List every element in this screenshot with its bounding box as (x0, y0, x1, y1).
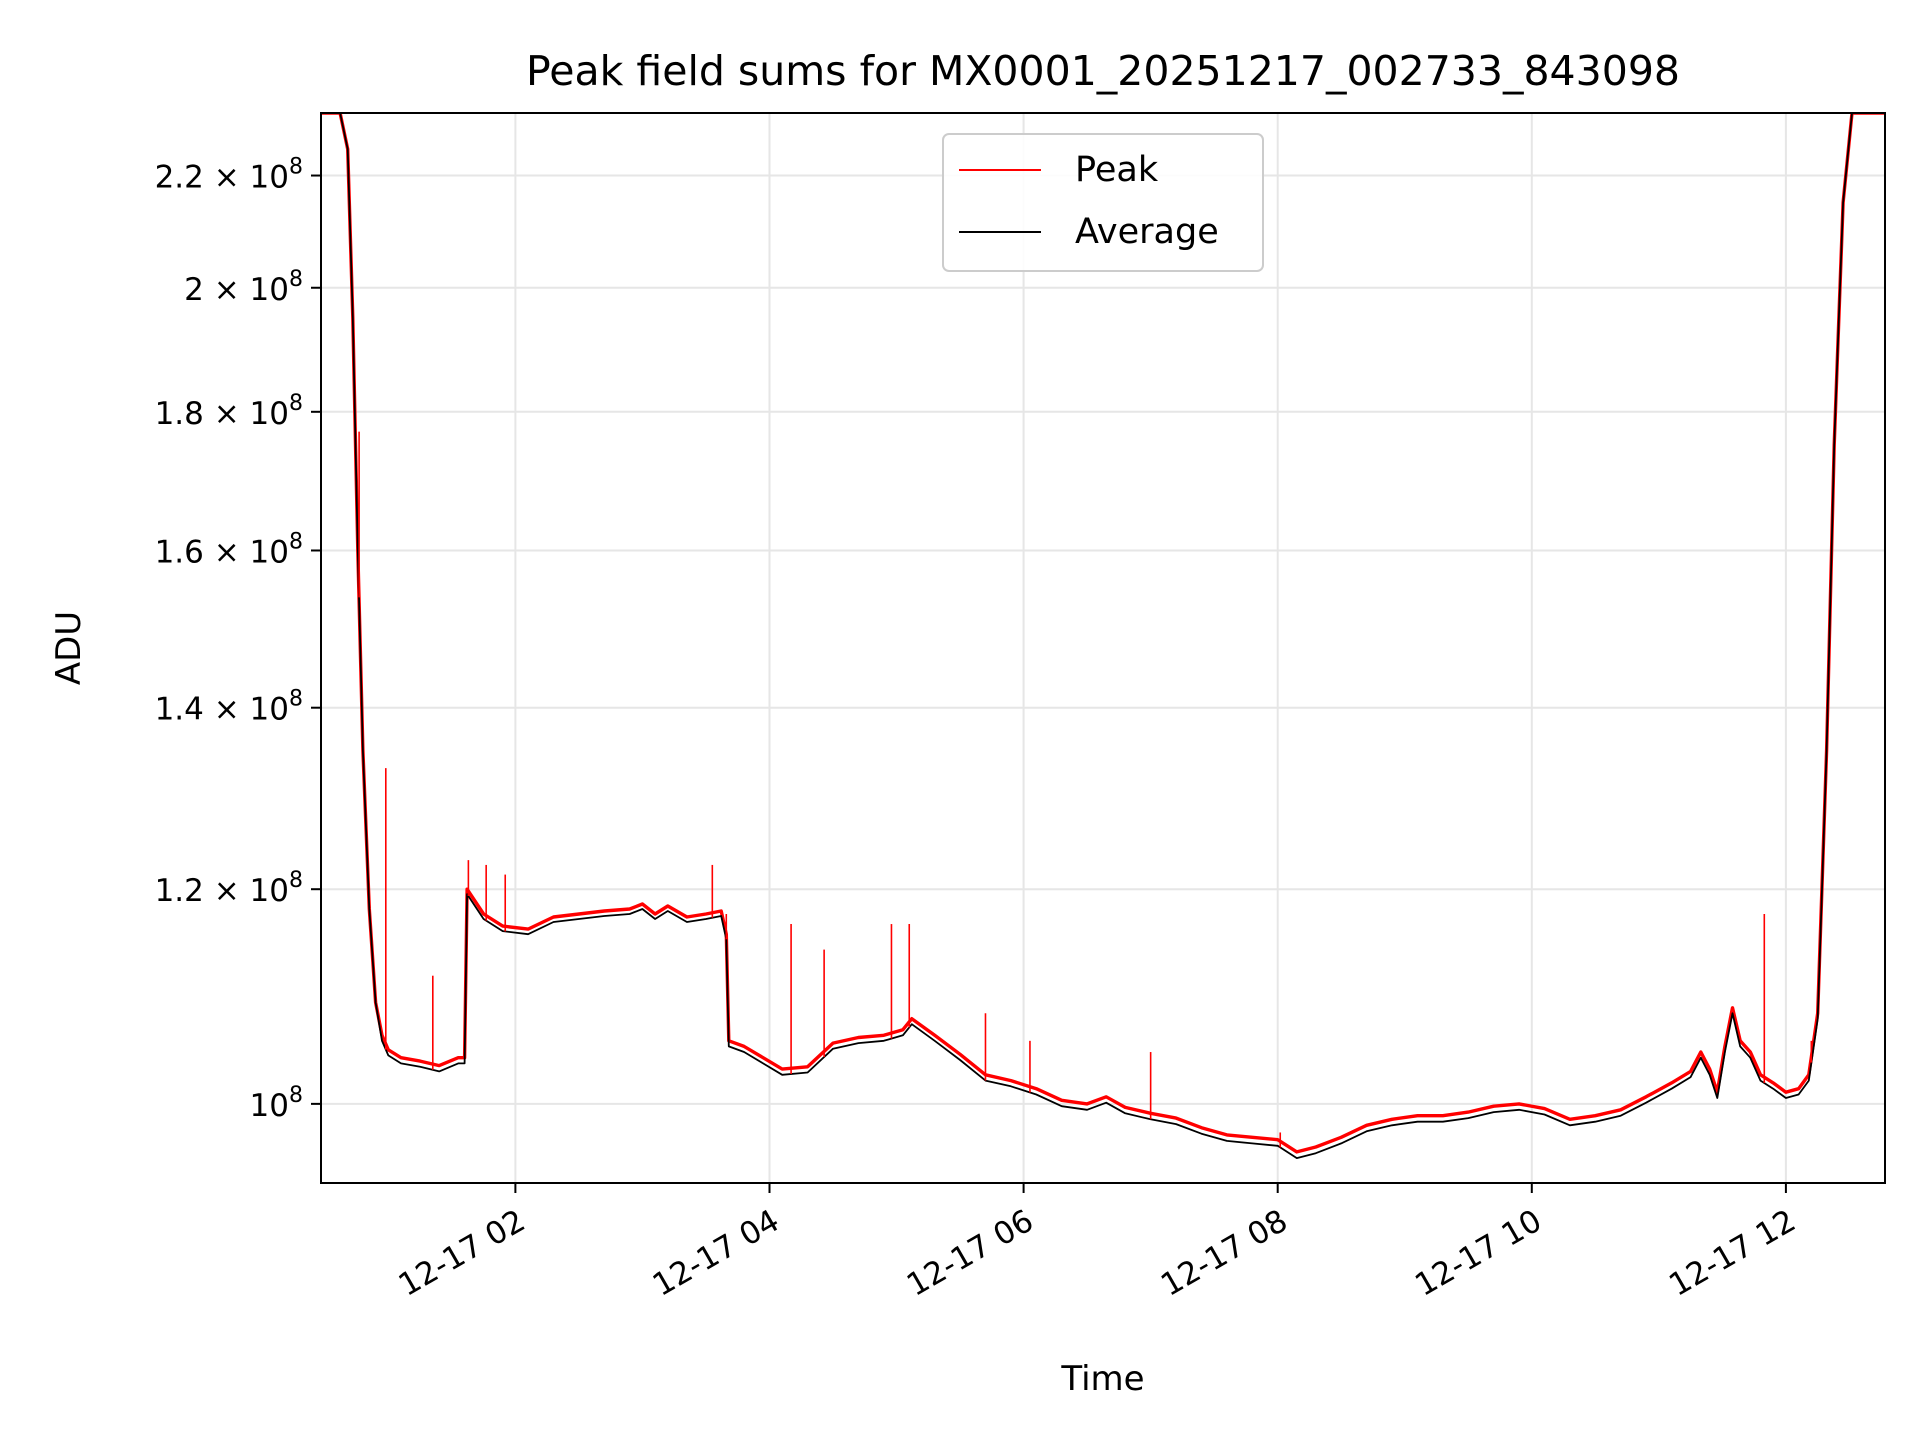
y-tick-label: 2 × 108 (184, 267, 303, 308)
legend: Peak Average (942, 133, 1264, 272)
grid (321, 113, 1885, 1183)
y-axis: 108 1.2 × 108 1.4 × 108 1.6 × 108 1.8 × 108 2… (155, 155, 321, 1124)
legend-peak-label: Peak (1075, 150, 1159, 190)
series-line-average (321, 113, 1885, 1159)
legend-box (942, 133, 1264, 272)
y-tick-label: 1.8 × 108 (155, 391, 303, 432)
y-tick-label: 1.2 × 108 (155, 868, 303, 909)
y-tick-label: 1.6 × 108 (155, 529, 303, 570)
legend-average-label: Average (1075, 212, 1219, 252)
plot-frame (320, 112, 1886, 1184)
y-axis-label: ADU (49, 611, 89, 685)
y-tick-label: 1.4 × 108 (155, 687, 303, 728)
chart-title: Peak field sums for MX0001_20251217_0027… (526, 47, 1680, 95)
series-layer (321, 113, 1885, 1159)
y-tick-label: 108 (250, 1083, 303, 1124)
y-tick-label: 2.2 × 108 (155, 155, 303, 196)
x-axis-label: Time (1060, 1359, 1144, 1399)
